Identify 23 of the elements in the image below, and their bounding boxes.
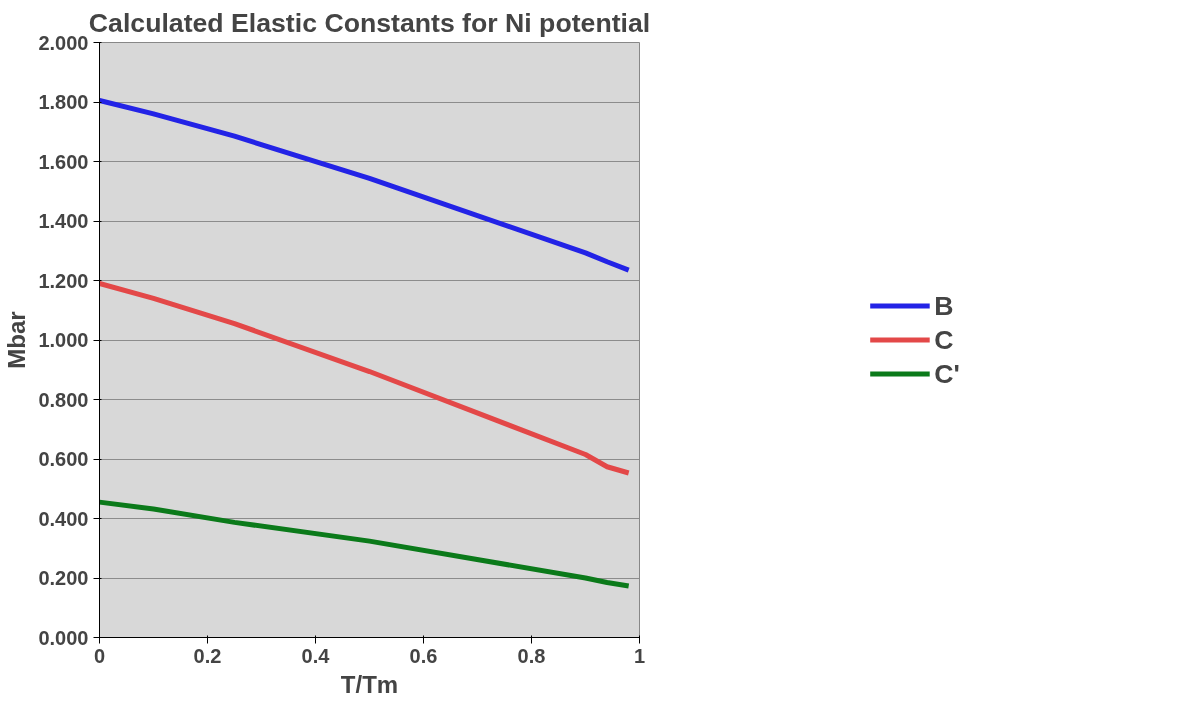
legend-label: B bbox=[934, 290, 955, 321]
x-tick-label: 0.2 bbox=[193, 644, 222, 667]
y-tick-label: 0.000 bbox=[38, 626, 89, 649]
x-axis-title: T/Tm bbox=[340, 670, 399, 698]
y-tick-label: 1.400 bbox=[38, 210, 89, 232]
y-tick-label: 1.200 bbox=[38, 269, 89, 292]
chart-title: Calculated Elastic Constants for Ni potential bbox=[88, 7, 651, 38]
y-tick-label: 1.000 bbox=[38, 329, 89, 351]
y-tick-label: 0.400 bbox=[38, 507, 89, 530]
x-tick-label: 0.6 bbox=[409, 644, 438, 667]
y-axis-title: Mbar bbox=[3, 311, 31, 369]
x-tick-label: 0 bbox=[93, 644, 106, 667]
legend-label: C' bbox=[934, 358, 960, 389]
y-tick-label: 2.000 bbox=[38, 31, 89, 54]
y-tick-label: 0.600 bbox=[38, 448, 89, 470]
y-tick-label: 1.600 bbox=[38, 150, 89, 173]
y-tick-label: 0.800 bbox=[38, 388, 89, 411]
x-tick-label: 0.4 bbox=[301, 644, 331, 667]
y-tick-label: 1.800 bbox=[38, 91, 89, 113]
x-tick-label: 1 bbox=[633, 644, 646, 667]
legend-label: C bbox=[934, 324, 955, 355]
y-tick-label: 0.200 bbox=[38, 567, 89, 589]
x-tick-label: 0.8 bbox=[517, 644, 546, 667]
